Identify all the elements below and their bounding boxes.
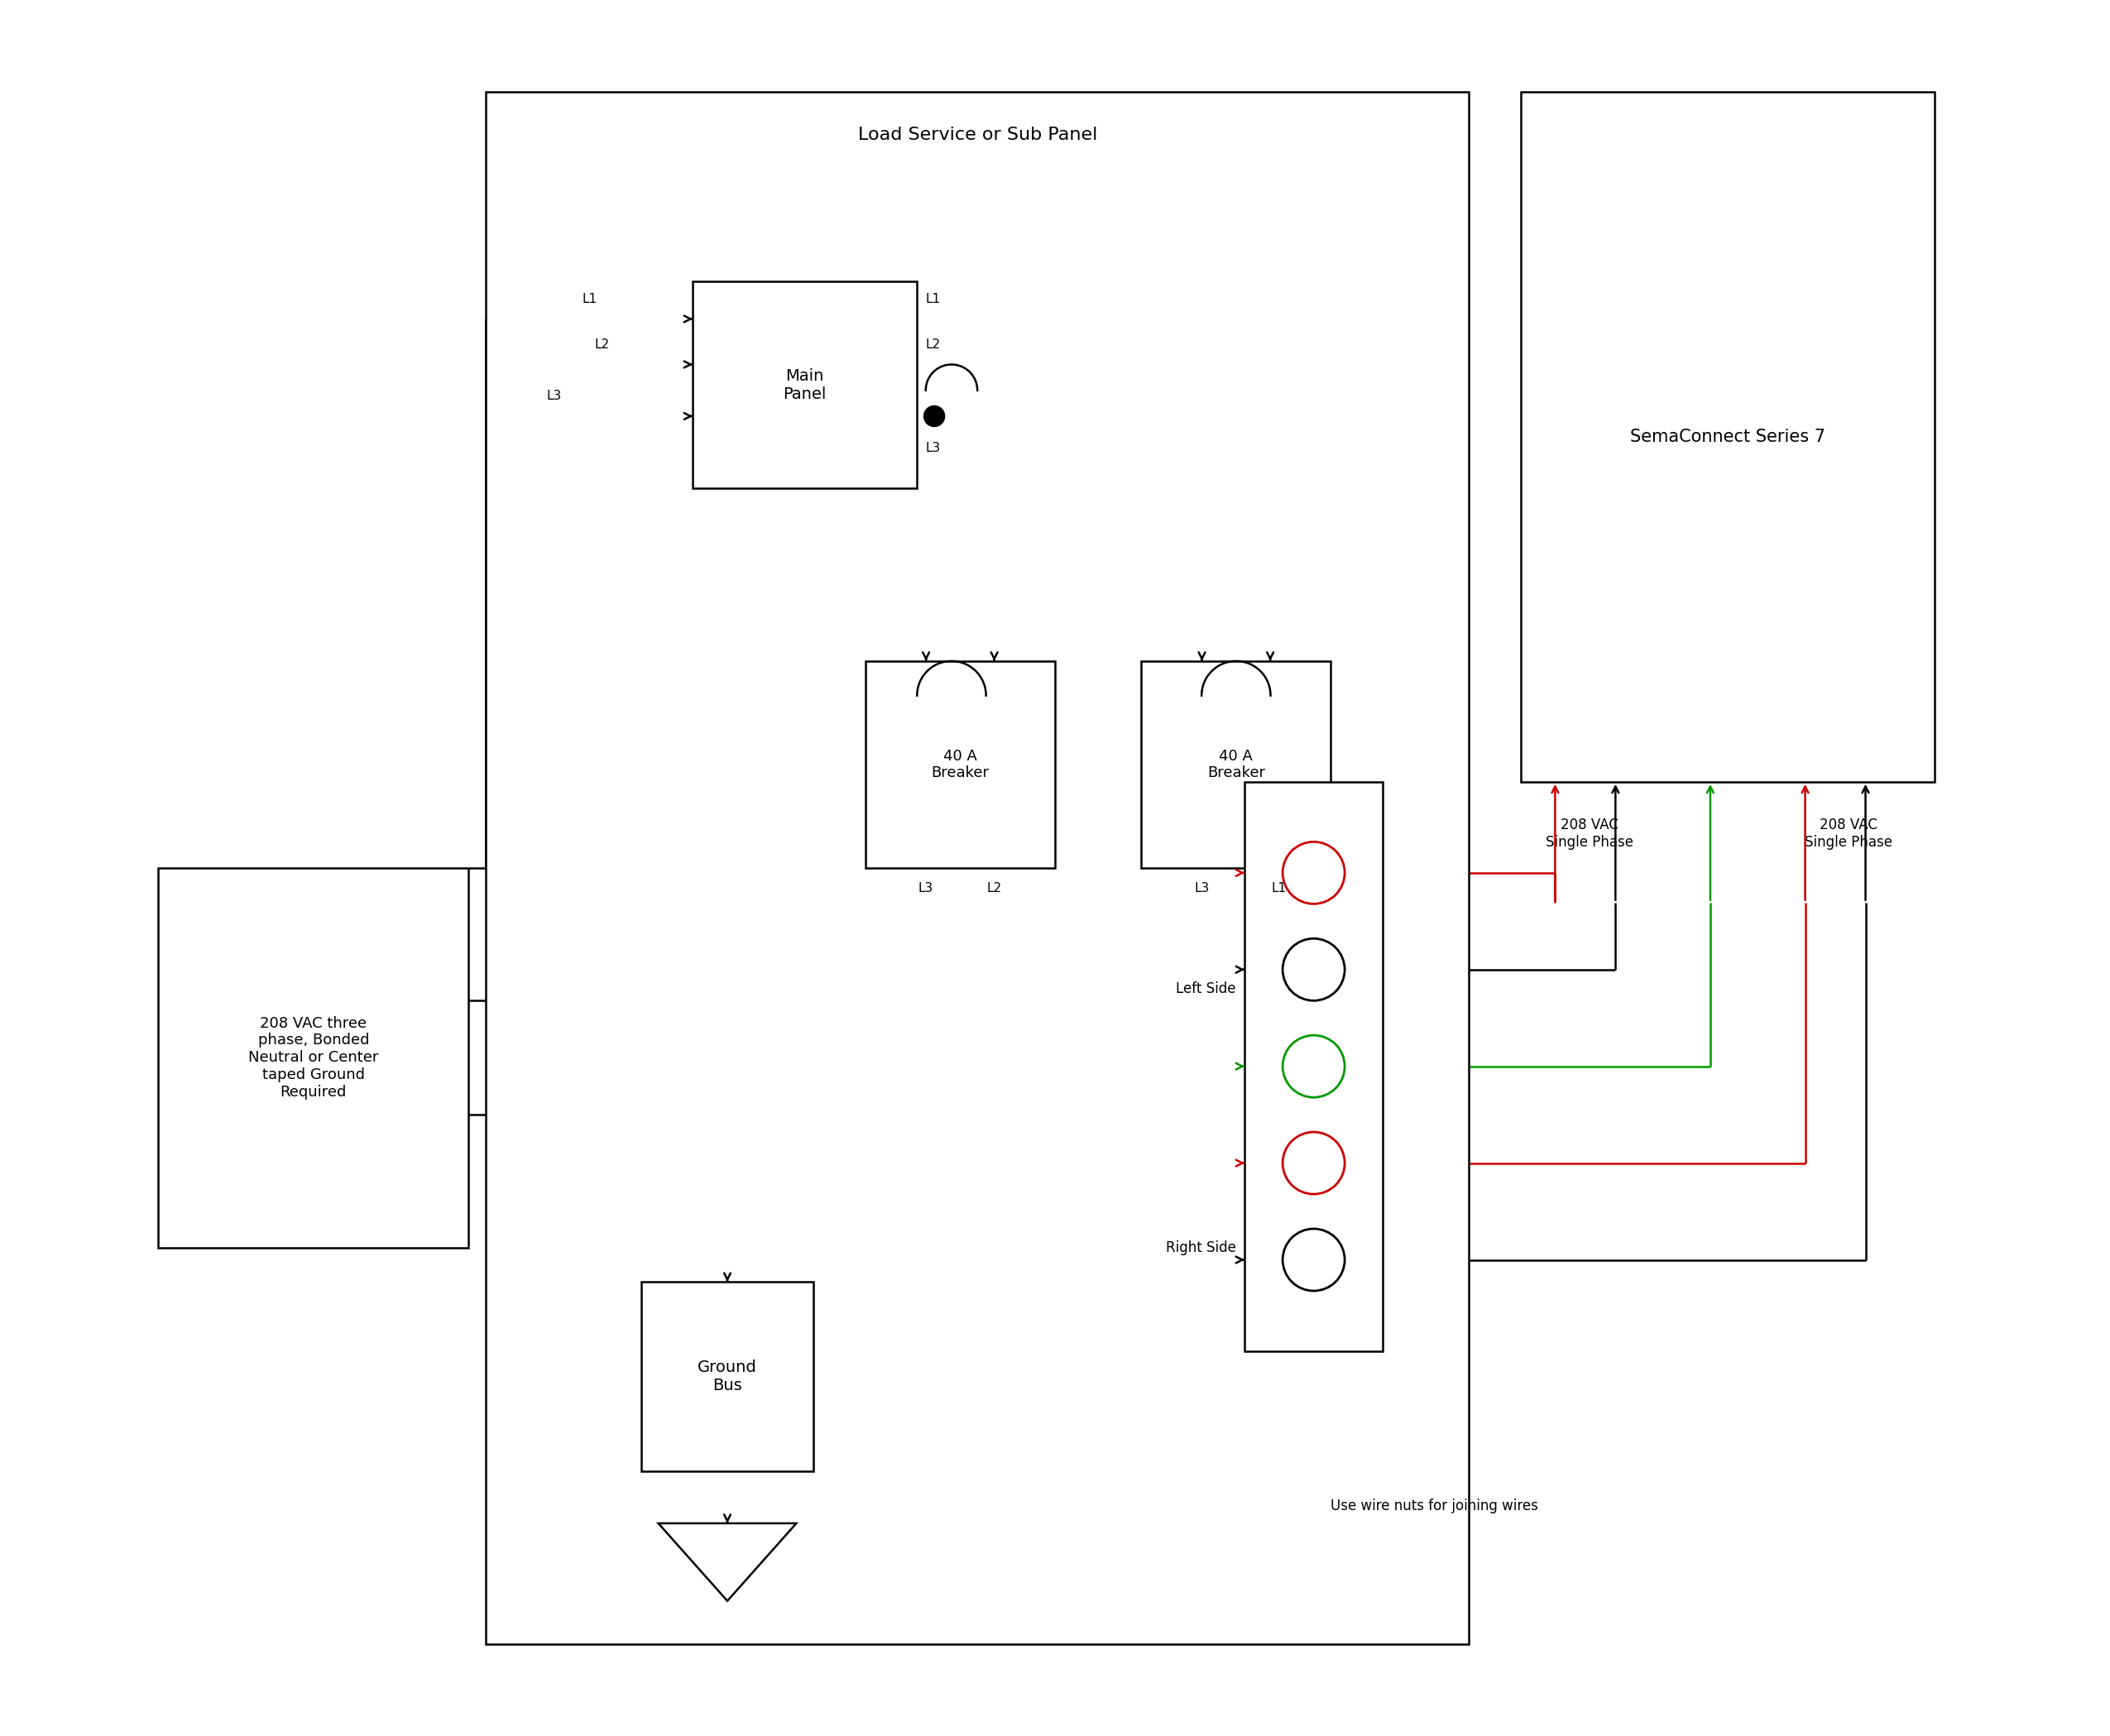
Bar (1521, 92, 1935, 781)
Bar (1142, 661, 1331, 868)
Circle shape (924, 406, 945, 427)
Text: Right Side: Right Side (1167, 1240, 1236, 1255)
Circle shape (1283, 842, 1344, 904)
Text: L2: L2 (987, 882, 1002, 894)
Bar (641, 1281, 814, 1472)
Bar (485, 92, 1469, 1644)
Text: L1: L1 (1272, 882, 1287, 894)
Text: L1: L1 (926, 293, 941, 306)
Text: L3: L3 (926, 443, 941, 455)
Circle shape (1283, 1132, 1344, 1194)
Text: 208 VAC
Single Phase: 208 VAC Single Phase (1547, 818, 1633, 849)
Text: Main
Panel: Main Panel (783, 368, 827, 403)
Text: L3: L3 (1194, 882, 1209, 894)
Text: Load Service or Sub Panel: Load Service or Sub Panel (857, 127, 1097, 142)
Text: L3: L3 (918, 882, 933, 894)
Circle shape (1283, 1229, 1344, 1292)
Text: 40 A
Breaker: 40 A Breaker (1207, 748, 1266, 781)
Text: 208 VAC three
phase, Bonded
Neutral or Center
taped Ground
Required: 208 VAC three phase, Bonded Neutral or C… (249, 1016, 378, 1099)
Bar (865, 661, 1055, 868)
Text: Left Side: Left Side (1175, 981, 1236, 996)
Text: 208 VAC
Single Phase: 208 VAC Single Phase (1804, 818, 1893, 849)
Text: L1: L1 (582, 293, 597, 306)
Text: SemaConnect Series 7: SemaConnect Series 7 (1629, 429, 1825, 444)
Text: L2: L2 (926, 339, 941, 351)
Text: 40 A
Breaker: 40 A Breaker (931, 748, 990, 781)
Circle shape (1283, 1035, 1344, 1097)
Bar (1245, 781, 1382, 1351)
Circle shape (1283, 939, 1344, 1000)
Text: Ground
Bus: Ground Bus (698, 1359, 757, 1394)
Text: L2: L2 (595, 339, 610, 351)
Bar (692, 281, 918, 488)
Bar (158, 868, 468, 1248)
Text: Use wire nuts for joining wires: Use wire nuts for joining wires (1331, 1498, 1538, 1514)
Text: L3: L3 (546, 391, 561, 403)
